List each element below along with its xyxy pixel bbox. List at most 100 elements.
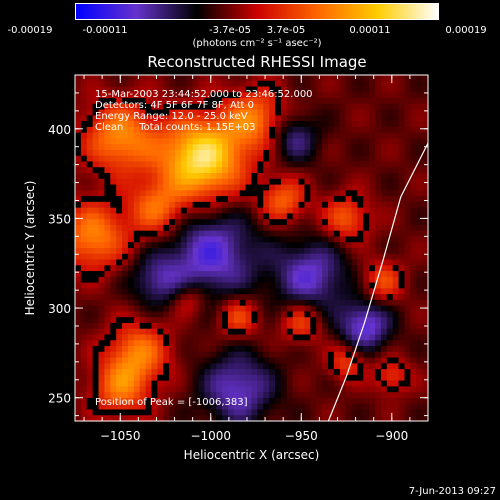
heatmap-cell [122, 265, 129, 272]
heatmap-cell [110, 288, 117, 295]
heatmap-cell [233, 386, 241, 393]
heatmap-cell [298, 403, 306, 411]
heatmap-cell [380, 357, 388, 364]
heatmap-cell [192, 224, 200, 232]
heatmap-cell [169, 230, 176, 238]
heatmap-cell [110, 415, 117, 422]
heatmap-cell [210, 155, 217, 163]
heatmap-cell [210, 276, 217, 284]
heatmap-cell [198, 346, 206, 353]
heatmap-cell [386, 409, 394, 416]
heatmap-cell [175, 155, 182, 163]
heatmap-cell [80, 259, 88, 266]
heatmap-cell [263, 276, 270, 284]
heatmap-cell [227, 155, 235, 163]
heatmap-cell [98, 311, 106, 318]
heatmap-cell [198, 115, 206, 122]
heatmap-cell [169, 80, 176, 88]
heatmap-cell [363, 224, 370, 232]
heatmap-cell [316, 334, 323, 341]
heatmap-cell [345, 80, 353, 88]
heatmap-cell [292, 103, 300, 111]
heatmap-cell [392, 340, 400, 347]
heatmap-cell [110, 403, 117, 411]
heatmap-cell [363, 340, 370, 347]
heatmap-cell [275, 305, 282, 313]
heatmap-cell [133, 178, 141, 186]
heatmap-cell [180, 415, 188, 422]
heatmap-cell [86, 86, 94, 93]
heatmap-cell [292, 155, 300, 163]
heatmap-cell [269, 155, 276, 163]
heatmap-cell [198, 178, 206, 186]
heatmap-cell [127, 92, 135, 99]
heatmap-cell [369, 403, 376, 411]
heatmap-cell [204, 276, 211, 284]
heatmap-cell [298, 357, 306, 364]
heatmap-cell [310, 259, 317, 266]
heatmap-cell [298, 392, 306, 399]
heatmap-cell [292, 126, 300, 134]
heatmap-cell [139, 173, 147, 180]
heatmap-cell [233, 155, 241, 163]
heatmap-cell [175, 167, 182, 174]
heatmap-cell [110, 386, 117, 393]
heatmap-cell [310, 253, 317, 261]
heatmap-cell [410, 397, 417, 405]
heatmap-cell [145, 80, 153, 88]
heatmap-cell [369, 317, 376, 324]
heatmap-cell [375, 196, 382, 203]
heatmap-cell [263, 109, 270, 116]
heatmap-cell [404, 213, 411, 220]
heatmap-cell [92, 351, 100, 359]
heatmap-cell [222, 397, 229, 405]
heatmap-cell [80, 317, 88, 324]
heatmap-cell [198, 288, 206, 295]
heatmap-cell [186, 242, 194, 249]
heatmap-cell [333, 397, 341, 405]
heatmap-cell [345, 271, 353, 278]
heatmap-cell [375, 115, 382, 122]
heatmap-cell [175, 317, 182, 324]
heatmap-cell [204, 132, 211, 140]
heatmap-cell [304, 351, 311, 359]
heatmap-cell [151, 288, 158, 295]
heatmap-cell [269, 346, 276, 353]
heatmap-cell [310, 340, 317, 347]
heatmap-cell [216, 276, 223, 284]
heatmap-cell [192, 132, 200, 140]
heatmap-cell [398, 369, 406, 376]
heatmap-cell [116, 98, 123, 105]
heatmap-cell [139, 149, 147, 157]
heatmap-cell [204, 121, 211, 128]
heatmap-cell [345, 415, 353, 422]
heatmap-cell [280, 271, 288, 278]
heatmap-cell [351, 173, 358, 180]
heatmap-cell [216, 392, 223, 399]
heatmap-cell [292, 190, 300, 197]
heatmap-cell [410, 213, 417, 220]
heatmap-cell [86, 121, 94, 128]
heatmap-cell [286, 92, 294, 99]
heatmap-cell [145, 219, 153, 226]
heatmap-cell [145, 149, 153, 157]
heatmap-cell [275, 132, 282, 140]
heatmap-cell [157, 121, 164, 128]
heatmap-cell [251, 92, 258, 99]
heatmap-cell [92, 201, 100, 209]
heatmap-cell [163, 103, 170, 111]
heatmap-cell [104, 230, 111, 238]
heatmap-cell [157, 75, 164, 82]
heatmap-cell [345, 369, 353, 376]
heatmap-cell [104, 161, 111, 168]
heatmap-cell [145, 305, 153, 313]
heatmap-cell [339, 311, 347, 318]
heatmap-cell [186, 236, 194, 243]
heatmap-cell [410, 155, 417, 163]
heatmap-cell [127, 213, 135, 220]
heatmap-cell [263, 224, 270, 232]
heatmap-cell [398, 213, 406, 220]
heatmap-cell [386, 346, 394, 353]
heatmap-cell [157, 334, 164, 341]
heatmap-cell [151, 392, 158, 399]
